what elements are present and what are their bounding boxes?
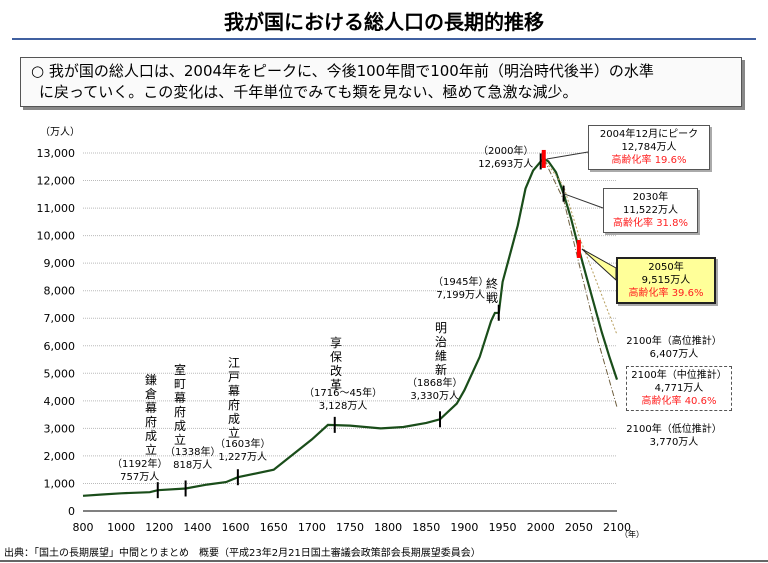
y-tick-label: 10,000 — [37, 230, 76, 243]
callout-2100-high: 2100年（高位推計） 6,407万人 — [626, 336, 722, 360]
x-tick-label: 1800 — [374, 521, 402, 534]
x-tick-label: 1200 — [145, 521, 173, 534]
callout-leader-peak — [546, 151, 589, 160]
x-tick-label: 800 — [73, 521, 94, 534]
event-label-kamakura: 鎌倉幕府成立 — [144, 373, 157, 457]
x-tick-label: 2100 — [603, 521, 631, 534]
x-tick-label: 2000 — [527, 521, 555, 534]
y-tick-label: 6,000 — [44, 340, 76, 353]
y-tick-label: 11,000 — [37, 202, 76, 215]
event-label-kyoho: 享保改革 — [329, 336, 342, 392]
y-axis-label: （万人） — [40, 127, 80, 138]
event-value-kyoho: （1716～45年） 3,128万人 — [304, 388, 383, 412]
x-tick-label: 1000 — [107, 521, 135, 534]
x-tick-label: 1650 — [260, 521, 288, 534]
callout-2100-low: 2100年（低位推計） 3,770万人 — [626, 424, 722, 448]
y-tick-label: 2,000 — [44, 450, 76, 463]
event-value-kamakura: （1192年） 757万人 — [112, 459, 168, 483]
event-label-meiji: 明治維新 — [434, 321, 447, 377]
x-tick-label: 1850 — [412, 521, 440, 534]
callout-2100-middle: 2100年（中位推計） 4,771万人 高齢化率 40.6% — [626, 366, 732, 411]
event-label-edo: 江戸幕府成立 — [227, 356, 240, 440]
y-tick-label: 3,000 — [44, 422, 76, 435]
event-label-war-end: 終戦 — [485, 277, 498, 305]
series-low — [543, 158, 618, 408]
y-tick-label: 5,000 — [44, 367, 76, 380]
x-tick-label: 1750 — [336, 521, 364, 534]
y-tick-label: 8,000 — [44, 285, 76, 298]
source-note: 出典：「国土の長期展望」中間とりまとめ 概要（平成23年2月21日国土審議会政策… — [4, 548, 481, 559]
summary-line-1: ○ 我が国の総人口は、2004年をピークに、今後100年間で100年前（明治時代… — [31, 62, 654, 80]
x-tick-label: 1600 — [222, 521, 250, 534]
callout-peak: 2004年12月にピーク 12,784万人 高齢化率 19.6% — [588, 125, 710, 170]
x-tick-label: 1400 — [183, 521, 211, 534]
series-high — [543, 158, 618, 335]
y-tick-label: 0 — [68, 505, 75, 518]
y-tick-label: 9,000 — [44, 257, 76, 270]
event-value-2000: （2000年） 12,693万人 — [478, 146, 534, 170]
x-tick-label: 1900 — [450, 521, 478, 534]
page-title: 我が国における総人口の長期的推移 — [224, 10, 544, 34]
y-tick-label: 4,000 — [44, 395, 76, 408]
y-tick-label: 7,000 — [44, 312, 76, 325]
event-value-edo: （1603年） 1,227万人 — [215, 439, 271, 463]
bottom-rule — [0, 560, 768, 562]
event-label-muromachi: 室町幕府成立 — [173, 363, 186, 447]
event-value-muromachi: （1338年） 818万人 — [165, 447, 221, 471]
y-tick-label: 1,000 — [44, 477, 76, 490]
series-actual_and_middle — [82, 157, 619, 497]
callout-2030: 2030年 11,522万人 高齢化率 31.8% — [603, 188, 698, 233]
summary-box: ○ 我が国の総人口は、2004年をピークに、今後100年間で100年前（明治時代… — [20, 57, 742, 107]
event-value-war-end: （1945年） 7,199万人 — [433, 277, 489, 301]
title-underline — [12, 38, 756, 40]
red-marker — [576, 239, 581, 258]
y-tick-label: 13,000 — [37, 147, 76, 160]
red-marker — [541, 149, 546, 168]
x-axis-label: （年） — [620, 530, 644, 539]
y-tick-label: 12,000 — [37, 175, 76, 188]
callout-leader-2030 — [563, 193, 604, 209]
callout-2050: 2050年 9,515万人 高齢化率 39.6% — [616, 257, 716, 304]
x-tick-label: 1700 — [298, 521, 326, 534]
x-tick-label: 1950 — [489, 521, 517, 534]
summary-line-2: に戻っていく。この変化は、千年単位でみても類を見ない、極めて急激な減少。 — [39, 83, 578, 101]
event-value-meiji: （1868年） 3,330万人 — [407, 378, 463, 402]
x-tick-label: 2050 — [565, 521, 593, 534]
